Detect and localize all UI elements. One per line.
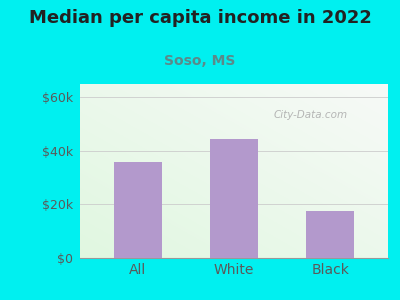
- Bar: [210, 139, 258, 258]
- Text: Median per capita income in 2022: Median per capita income in 2022: [28, 9, 372, 27]
- Text: Soso, MS: Soso, MS: [164, 54, 236, 68]
- Text: City-Data.com: City-Data.com: [274, 110, 348, 120]
- Bar: [114, 162, 162, 258]
- Bar: [306, 211, 354, 258]
